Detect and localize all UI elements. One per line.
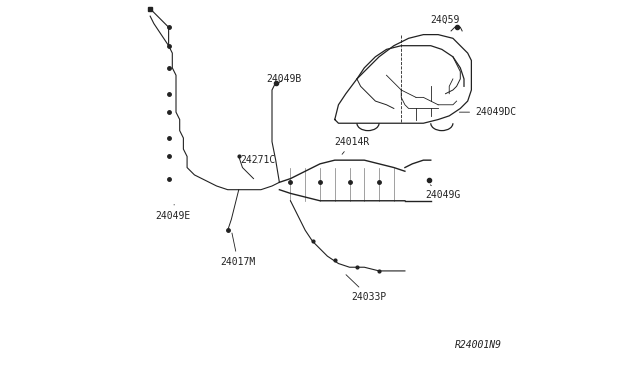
Text: 24049G: 24049G: [425, 185, 460, 200]
Text: 24271C: 24271C: [241, 155, 276, 165]
Text: 24049E: 24049E: [156, 205, 191, 221]
Text: 24049B: 24049B: [266, 74, 301, 85]
Text: 24059: 24059: [431, 15, 460, 25]
Text: 24014R: 24014R: [335, 137, 370, 154]
Text: 24049DC: 24049DC: [460, 107, 516, 117]
Text: 24033P: 24033P: [346, 275, 387, 302]
Text: R24001N9: R24001N9: [455, 340, 502, 350]
Text: 24017M: 24017M: [220, 233, 255, 267]
